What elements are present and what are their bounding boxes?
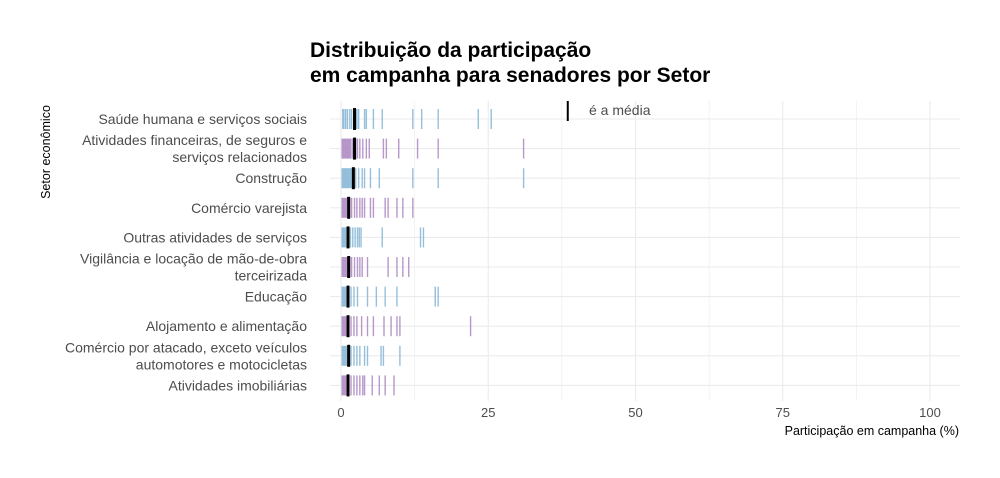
x-tick-label: 100 [919, 405, 941, 420]
category-label: Outras atividades de serviços [123, 229, 307, 245]
category-strip [341, 374, 395, 397]
category-label: Vigilância e locação de mão-de-obra [80, 251, 307, 267]
category-label: automotores e motocicletas [136, 356, 307, 372]
category-label: terceirizada [235, 268, 308, 284]
category-label: serviços relacionados [172, 149, 307, 165]
category-strip [341, 226, 425, 249]
category-label: Educação [245, 289, 307, 305]
category-strip [342, 108, 492, 130]
category-strip [341, 256, 410, 278]
x-axis-title: Participação em campanha (%) [785, 424, 959, 438]
category-label: Saúde humana e serviços sociais [98, 111, 307, 127]
category-label: Atividades imobiliárias [168, 377, 307, 393]
category-label: Construção [235, 170, 307, 186]
category-strip [341, 285, 439, 308]
x-tick-label: 0 [337, 405, 344, 420]
chart-title-line-1: Distribuição da participação [310, 39, 591, 62]
legend-annotation: é a média [566, 101, 651, 121]
category-label: Alojamento e alimentação [146, 318, 307, 334]
category-labels: Saúde humana e serviços sociais Atividade… [65, 111, 307, 393]
category-label: Comércio por atacado, exceto veículos [65, 339, 307, 355]
x-tick-label: 75 [776, 405, 790, 420]
category-label: Comércio varejista [191, 200, 307, 216]
plot-area [341, 108, 525, 397]
y-axis-title: Setor econômico [39, 105, 53, 199]
x-tick-label: 50 [628, 405, 642, 420]
category-strip [341, 137, 525, 160]
grid [330, 101, 960, 401]
category-strip [341, 315, 472, 338]
category-strip [341, 167, 525, 190]
category-label: Atividades financeiras, de seguros e [82, 132, 307, 148]
annotation-text: é a média [589, 102, 651, 118]
category-strip [341, 196, 414, 219]
chart-title-line-2: em campanha para senadores por Setor [310, 64, 710, 87]
x-tick-label: 25 [481, 405, 495, 420]
x-tick-labels: 0 25 50 75 100 [337, 405, 940, 420]
category-strip [341, 344, 401, 367]
